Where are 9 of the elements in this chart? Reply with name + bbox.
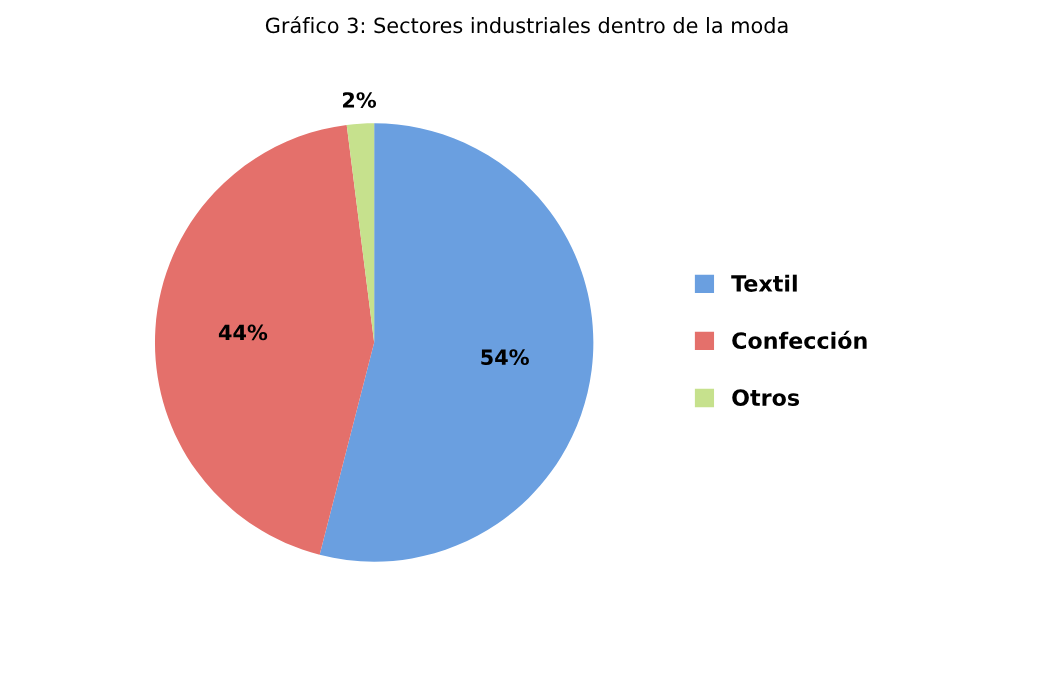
data-label: 44%: [218, 324, 268, 341]
chart-title: Gráfico 3: Sectores industriales dentro de la moda: [265, 16, 788, 34]
legend-label: Textil: [731, 274, 797, 292]
legend-label: Otros: [732, 389, 800, 407]
data-label: 54%: [481, 349, 529, 366]
legend-label: Confección: [732, 330, 867, 349]
data-label: 2%: [342, 92, 377, 108]
pie-slice: [154, 125, 375, 555]
pie-slice: [319, 123, 594, 562]
